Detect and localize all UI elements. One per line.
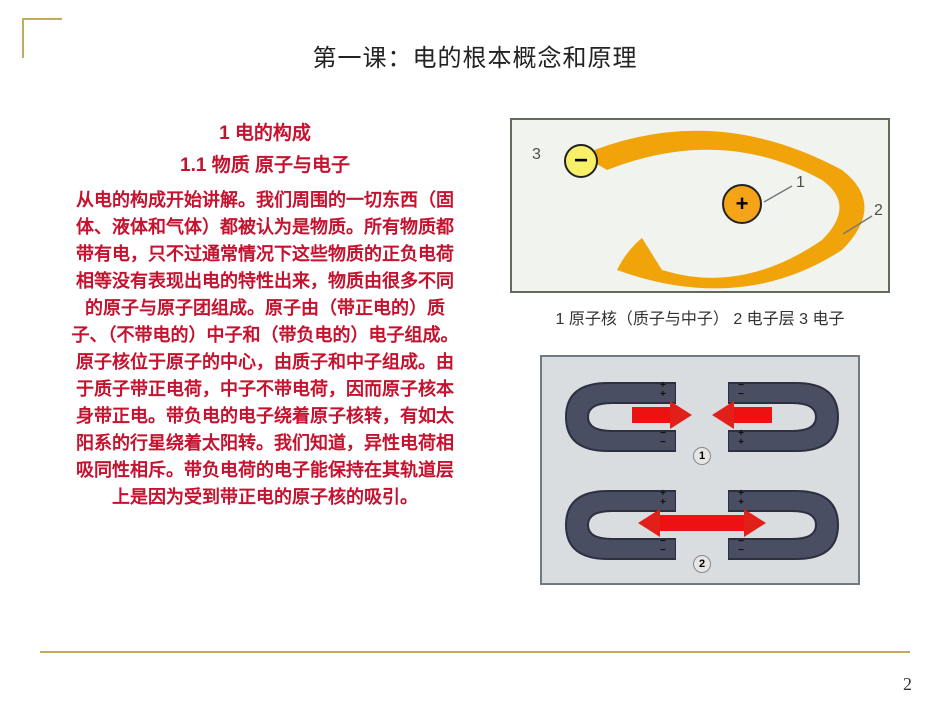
atom-diagram: − + 3 1 2 [510, 118, 890, 293]
section-heading-2: 1.1 物质 原子与电子 [70, 150, 460, 182]
footer-rule [40, 651, 910, 653]
right-column: − + 3 1 2 1 原子核（质子与中子） 2 电子层 3 电子 ++ −− [510, 118, 910, 585]
body-paragraph: 从电的构成开始讲解。我们周围的一切东西（固体、液体和气体）都被认为是物质。所有物… [70, 187, 460, 511]
magnet-diagram: ++ −− −− ++ 1 ++ −− ++ −− 2 [540, 355, 860, 585]
signs2-bl: −− [660, 537, 666, 555]
magnet-num-1: 1 [693, 447, 711, 465]
magnet-row-repel: ++ −− ++ −− 2 [560, 479, 844, 573]
page-number: 2 [903, 674, 912, 695]
signs-bl: −− [660, 429, 666, 447]
arrow-out-body [658, 515, 746, 531]
signs-br: ++ [738, 429, 744, 447]
arrow-head-out-right [744, 509, 766, 537]
signs2-br: −− [738, 537, 744, 555]
arrow-in-left [632, 407, 672, 423]
signs2-tl: ++ [660, 489, 666, 507]
corner-frame-top [22, 18, 62, 20]
section-heading-1: 1 电的构成 [70, 118, 460, 150]
nucleus-sign: + [736, 193, 749, 215]
arrow-head-in-left [670, 401, 692, 429]
arrow-in-right [732, 407, 772, 423]
nucleus-icon: + [722, 184, 762, 224]
magnet-row-attract: ++ −− −− ++ 1 [560, 371, 844, 465]
magnet-num-2: 2 [693, 555, 711, 573]
atom-caption: 1 原子核（质子与中子） 2 电子层 3 电子 [510, 305, 890, 329]
atom-orbit-svg [512, 120, 890, 293]
atom-label-2: 2 [874, 202, 883, 220]
atom-label-1: 1 [796, 174, 805, 192]
electron-sign: − [574, 149, 588, 173]
electron-icon: − [564, 144, 598, 178]
arrow-head-in-right [712, 401, 734, 429]
signs-tl: ++ [660, 381, 666, 399]
atom-label-3: 3 [532, 146, 541, 164]
signs-tr: −− [738, 381, 744, 399]
signs2-tr: ++ [738, 489, 744, 507]
left-column: 1 电的构成 1.1 物质 原子与电子 从电的构成开始讲解。我们周围的一切东西（… [70, 118, 460, 511]
arrow-head-out-left [638, 509, 660, 537]
page-title: 第一课：电的根本概念和原理 [0, 38, 950, 73]
